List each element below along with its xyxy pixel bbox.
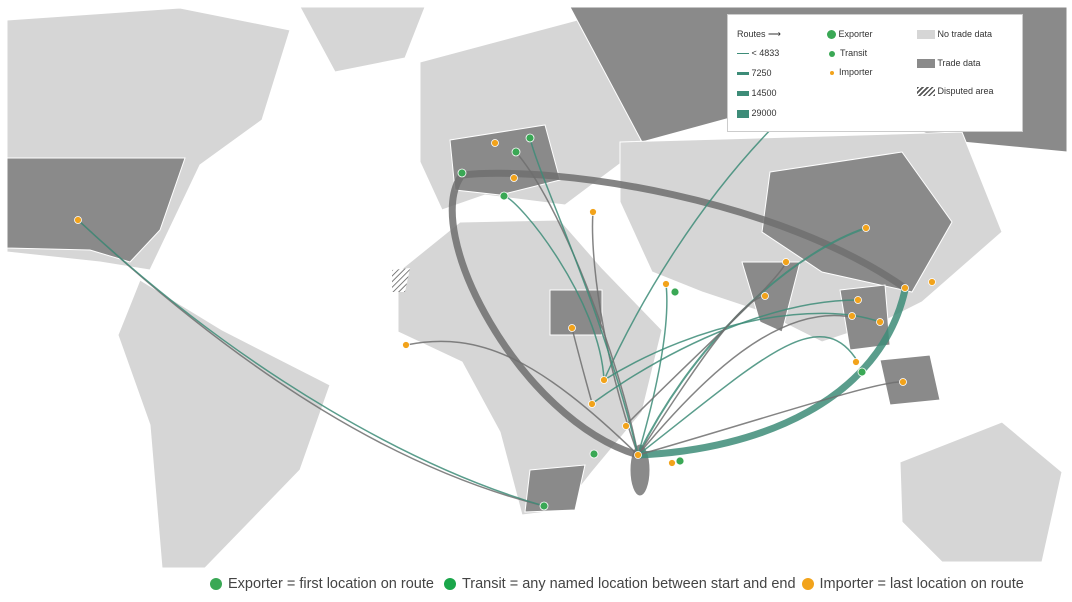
- legend-item: Exporter: [827, 29, 873, 40]
- caption-text: Exporter = first location on route: [228, 576, 434, 592]
- legend: Routes ⟶ < 4833 7250 14500 29000 Exporte…: [727, 14, 1023, 132]
- legend-item: 14500: [737, 88, 777, 98]
- legend-text: Importer: [839, 67, 873, 77]
- legend-item: Transit: [829, 48, 867, 58]
- legend-text: Transit: [840, 48, 868, 58]
- legend-text: Routes: [737, 29, 766, 39]
- legend-item: Trade data: [917, 58, 981, 69]
- legend-text: Exporter: [838, 29, 873, 39]
- legend-item: Importer: [830, 67, 873, 77]
- legend-item: Disputed area: [917, 86, 994, 97]
- legend-text: Trade data: [937, 58, 981, 68]
- legend-text: No trade data: [937, 29, 993, 39]
- caption-text: Transit = any named location between sta…: [461, 576, 796, 592]
- legend-text: 14500: [751, 88, 777, 98]
- legend-item: 29000: [737, 108, 777, 118]
- legend-text: Disputed area: [937, 86, 994, 96]
- locations: [74, 133, 936, 511]
- caption: Exporter = first location on route Trans…: [206, 576, 1024, 592]
- caption-text: Importer = last location on route: [819, 576, 1024, 592]
- legend-item: < 4833: [737, 48, 779, 58]
- legend-text: < 4833: [751, 48, 780, 58]
- legend-item: 7250: [737, 68, 772, 78]
- legend-text: 7250: [751, 68, 772, 78]
- legend-text: 29000: [751, 108, 777, 118]
- legend-item: No trade data: [917, 29, 993, 40]
- legend-title: Routes ⟶: [737, 29, 781, 39]
